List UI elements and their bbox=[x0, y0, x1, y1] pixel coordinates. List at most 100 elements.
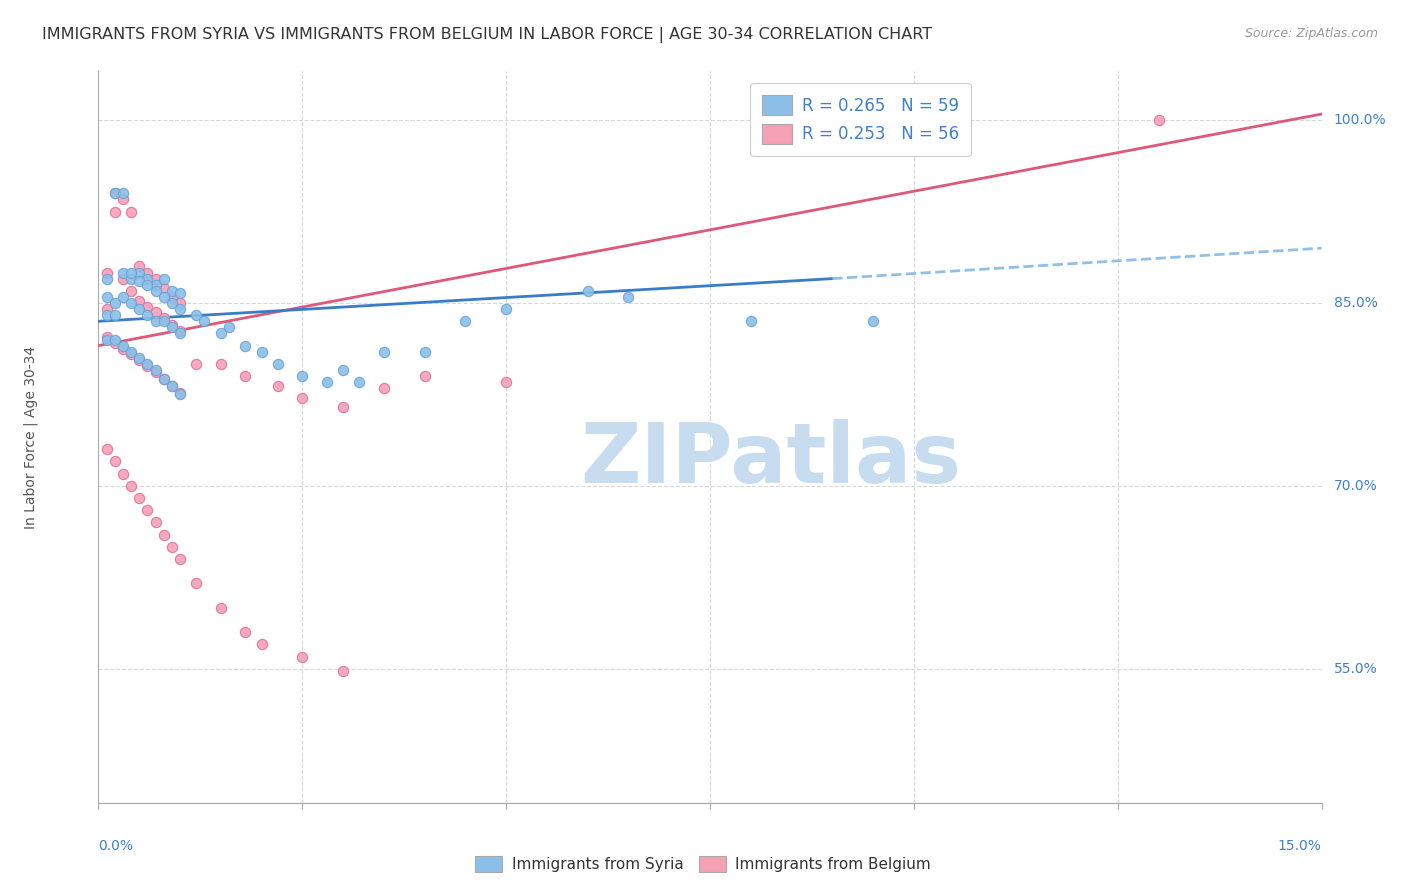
Point bbox=[862, 314, 884, 328]
Point bbox=[96, 266, 118, 280]
Point bbox=[104, 454, 127, 468]
Point bbox=[233, 339, 256, 353]
Point bbox=[136, 266, 159, 280]
Point bbox=[120, 271, 142, 285]
Point bbox=[152, 271, 174, 285]
Point bbox=[1147, 113, 1170, 128]
Point bbox=[413, 369, 436, 384]
Point bbox=[104, 186, 127, 201]
Point bbox=[186, 308, 208, 322]
Text: IMMIGRANTS FROM SYRIA VS IMMIGRANTS FROM BELGIUM IN LABOR FORCE | AGE 30-34 CORR: IMMIGRANTS FROM SYRIA VS IMMIGRANTS FROM… bbox=[42, 27, 932, 43]
Point bbox=[233, 369, 256, 384]
Point bbox=[233, 625, 256, 640]
Point bbox=[209, 326, 232, 341]
Point bbox=[145, 284, 167, 298]
Point bbox=[169, 302, 191, 317]
Point bbox=[291, 649, 314, 664]
Point bbox=[111, 186, 134, 201]
Point bbox=[332, 400, 354, 414]
Point bbox=[160, 320, 183, 334]
Point bbox=[267, 379, 290, 393]
Point bbox=[169, 286, 191, 301]
Point bbox=[96, 442, 118, 457]
Point bbox=[495, 376, 517, 390]
Point bbox=[96, 302, 118, 317]
Point bbox=[152, 290, 174, 304]
Point bbox=[120, 344, 142, 359]
Point bbox=[104, 336, 127, 351]
Point bbox=[740, 314, 762, 328]
Point bbox=[120, 296, 142, 310]
Point bbox=[145, 314, 167, 328]
Point bbox=[104, 296, 127, 310]
Legend: R = 0.265   N = 59, R = 0.253   N = 56: R = 0.265 N = 59, R = 0.253 N = 56 bbox=[751, 83, 970, 156]
Point bbox=[186, 357, 208, 371]
Text: 70.0%: 70.0% bbox=[1334, 479, 1378, 493]
Point bbox=[152, 527, 174, 541]
Point bbox=[160, 379, 183, 393]
Point bbox=[128, 491, 150, 505]
Point bbox=[111, 271, 134, 285]
Point bbox=[152, 371, 174, 385]
Point bbox=[145, 366, 167, 380]
Point bbox=[209, 600, 232, 615]
Point bbox=[373, 344, 395, 359]
Point bbox=[96, 290, 118, 304]
Point bbox=[576, 284, 599, 298]
Point bbox=[128, 302, 150, 317]
Point bbox=[136, 308, 159, 322]
Point bbox=[104, 333, 127, 347]
Point bbox=[120, 266, 142, 280]
Point bbox=[120, 479, 142, 493]
Point bbox=[128, 351, 150, 365]
Point bbox=[169, 386, 191, 401]
Point bbox=[209, 357, 232, 371]
Point bbox=[160, 540, 183, 554]
Point bbox=[315, 376, 337, 390]
Point bbox=[104, 204, 127, 219]
Point bbox=[160, 284, 183, 298]
Point bbox=[250, 344, 273, 359]
Point bbox=[128, 353, 150, 368]
Point bbox=[152, 371, 174, 385]
Point bbox=[128, 260, 150, 274]
Text: 15.0%: 15.0% bbox=[1278, 839, 1322, 854]
Text: Source: ZipAtlas.com: Source: ZipAtlas.com bbox=[1244, 27, 1378, 40]
Point bbox=[128, 293, 150, 308]
Point bbox=[111, 339, 134, 353]
Text: 0.0%: 0.0% bbox=[98, 839, 134, 854]
Point bbox=[267, 357, 290, 371]
Point bbox=[495, 302, 517, 317]
Point bbox=[617, 290, 640, 304]
Point bbox=[250, 637, 273, 651]
Point bbox=[186, 576, 208, 591]
Point bbox=[96, 308, 118, 322]
Point bbox=[111, 343, 134, 357]
Text: 85.0%: 85.0% bbox=[1334, 296, 1378, 310]
Point bbox=[169, 296, 191, 310]
Point bbox=[349, 376, 371, 390]
Point bbox=[128, 266, 150, 280]
Point bbox=[193, 314, 215, 328]
Point bbox=[120, 204, 142, 219]
Point bbox=[145, 277, 167, 292]
Text: In Labor Force | Age 30-34: In Labor Force | Age 30-34 bbox=[24, 345, 38, 529]
Point bbox=[136, 277, 159, 292]
Point bbox=[413, 344, 436, 359]
Point bbox=[152, 314, 174, 328]
Text: ZIPatlas: ZIPatlas bbox=[581, 418, 962, 500]
Legend: Immigrants from Syria, Immigrants from Belgium: Immigrants from Syria, Immigrants from B… bbox=[467, 848, 939, 880]
Point bbox=[145, 304, 167, 318]
Point bbox=[218, 320, 240, 334]
Point bbox=[160, 379, 183, 393]
Point bbox=[111, 266, 134, 280]
Point bbox=[128, 274, 150, 288]
Point bbox=[96, 271, 118, 285]
Point bbox=[120, 347, 142, 361]
Point bbox=[104, 308, 127, 322]
Point bbox=[152, 281, 174, 295]
Point bbox=[96, 330, 118, 344]
Point bbox=[136, 357, 159, 371]
Point bbox=[169, 552, 191, 566]
Point bbox=[104, 186, 127, 201]
